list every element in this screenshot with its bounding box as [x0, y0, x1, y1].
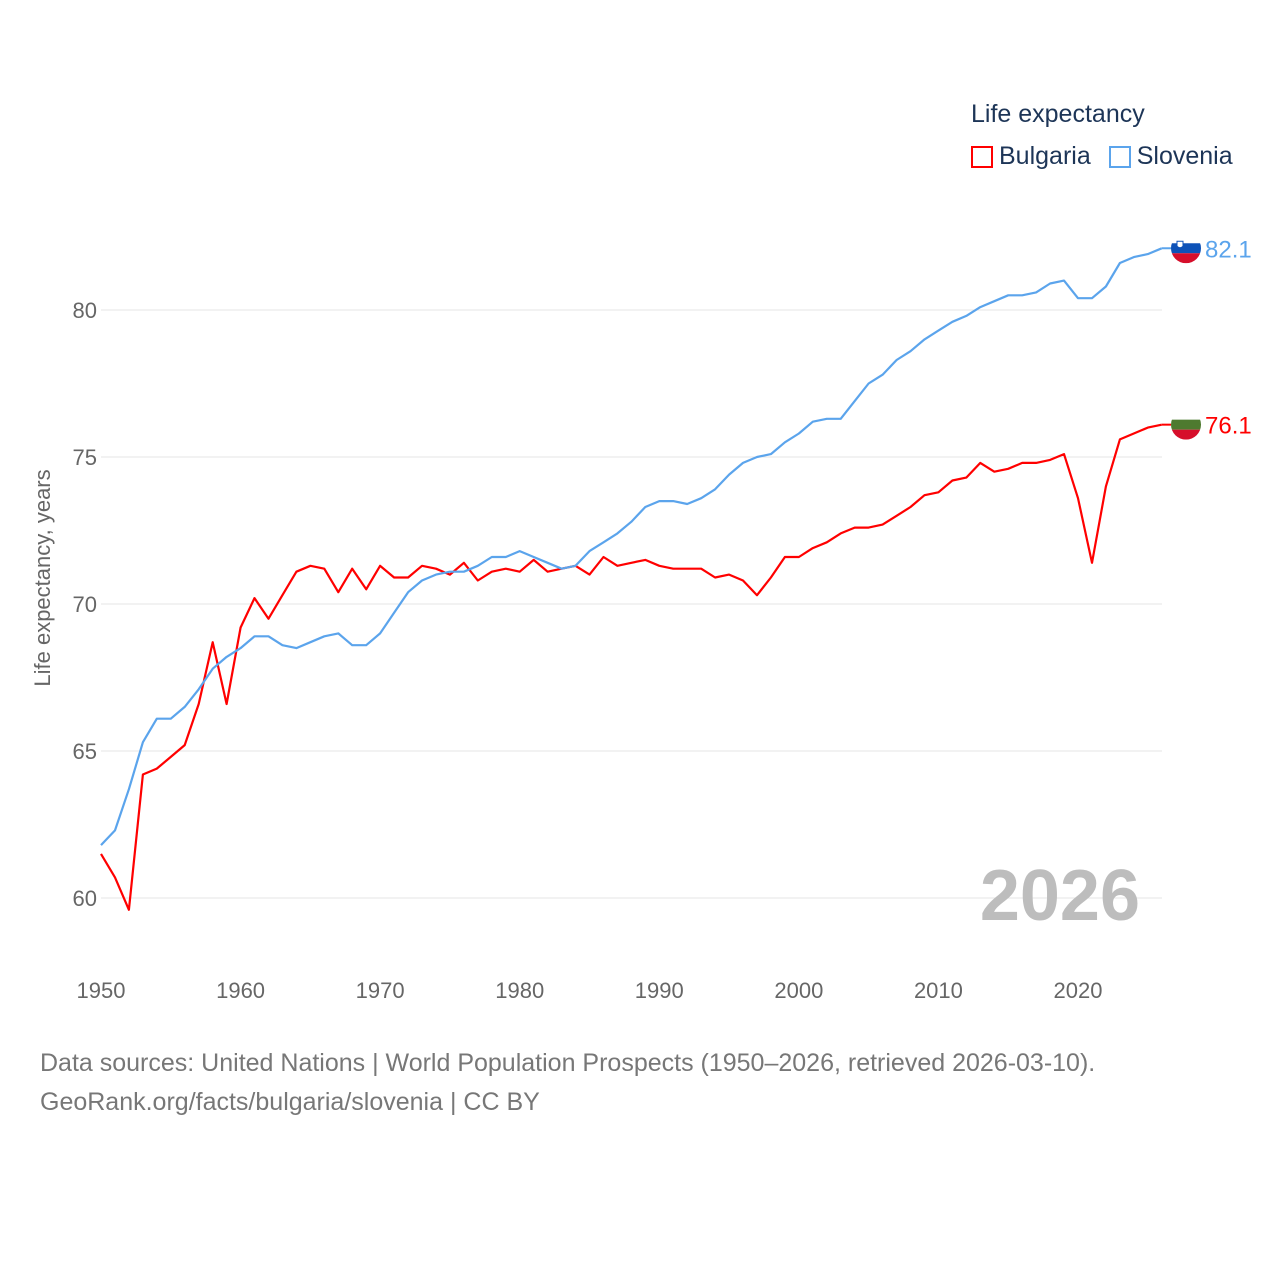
- year-label: 2026: [980, 856, 1140, 936]
- end-value-label-bulgaria: 76.1: [1205, 413, 1252, 440]
- x-tick-label: 1970: [356, 978, 405, 1003]
- y-tick-label: 80: [73, 298, 97, 323]
- legend-title: Life expectancy: [971, 100, 1145, 128]
- y-tick-label: 60: [73, 886, 97, 911]
- series-line-slovenia: [100, 247, 1163, 846]
- y-tick-label: 65: [73, 739, 97, 764]
- x-tick-label: 2020: [1054, 978, 1103, 1003]
- x-tick-label: 1960: [216, 978, 265, 1003]
- flag-bulgaria-icon: [1171, 409, 1201, 440]
- footer: Data sources: United Nations | World Pop…: [40, 1044, 1095, 1122]
- end-value-label-slovenia: 82.1: [1205, 236, 1252, 263]
- flag-slovenia-icon: [1171, 233, 1201, 264]
- legend: Bulgaria Slovenia: [971, 142, 1233, 171]
- legend-swatch-bulgaria: [971, 145, 993, 168]
- data-source: Data sources: United Nations | World Pop…: [40, 1049, 1096, 1077]
- x-tick-label: 2000: [774, 978, 823, 1003]
- x-tick-label: 1980: [495, 978, 544, 1003]
- y-tick-label: 70: [73, 592, 97, 617]
- x-tick-label: 1990: [635, 978, 684, 1003]
- y-tick-label: 75: [73, 445, 97, 470]
- y-axis-label: Life expectancy, years: [30, 469, 55, 686]
- legend-label-bulgaria: Bulgaria: [999, 142, 1091, 170]
- legend-swatch-slovenia: [1108, 145, 1131, 168]
- legend-item-bulgaria[interactable]: Bulgaria: [971, 142, 1091, 171]
- legend-item-slovenia[interactable]: Slovenia: [1108, 142, 1233, 171]
- series-line-bulgaria: [100, 423, 1162, 911]
- legend-label-slovenia: Slovenia: [1136, 142, 1233, 170]
- x-tick-label: 1950: [77, 978, 126, 1003]
- x-tick-label: 2010: [914, 978, 963, 1003]
- source-link[interactable]: GeoRank.org/facts/bulgaria/slovenia | CC…: [40, 1088, 540, 1116]
